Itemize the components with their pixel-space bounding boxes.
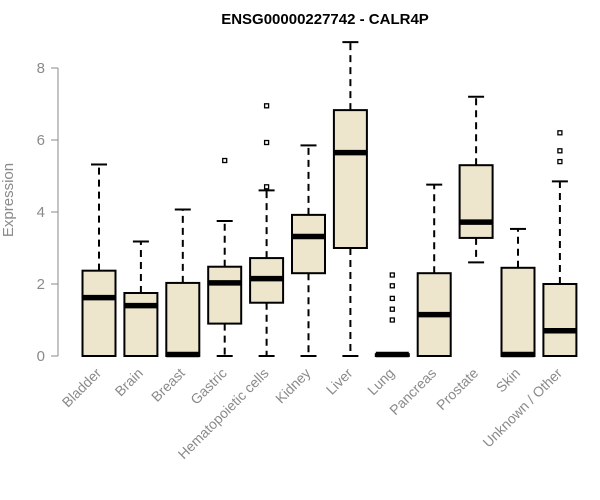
outlier-point — [389, 317, 395, 323]
box-breast — [165, 208, 201, 358]
outlier-point — [557, 148, 563, 154]
box-skin — [500, 227, 536, 358]
box-iqr — [291, 213, 326, 275]
box-brain — [123, 240, 159, 357]
box-pancreas — [416, 183, 452, 358]
y-axis-label: Expression — [0, 163, 17, 237]
x-tick-label: Prostate — [433, 365, 481, 413]
y-tick-label: 8 — [37, 60, 45, 77]
outlier-point — [263, 103, 270, 109]
outlier-point — [557, 158, 563, 165]
x-tick-label: Breast — [148, 365, 188, 405]
box-bladder — [81, 163, 117, 357]
box-iqr — [332, 109, 368, 250]
box-iqr — [81, 269, 117, 357]
y-tick-label: 0 — [37, 348, 45, 365]
x-tick-label: Lung — [364, 365, 397, 398]
box-kidney — [291, 144, 326, 357]
box-lung — [374, 272, 410, 358]
outlier-point — [263, 139, 270, 146]
x-tick-label: Pancreas — [386, 365, 439, 418]
x-tick-label: Liver — [323, 365, 356, 398]
boxes-group — [81, 41, 578, 358]
box-unknown-other — [542, 130, 578, 357]
x-tick-label: Unknown / Other — [479, 365, 565, 451]
x-tick-label: Bladder — [59, 365, 105, 411]
outlier-point — [222, 157, 228, 164]
box-iqr — [458, 164, 494, 239]
y-tick-label: 6 — [37, 132, 45, 149]
box-iqr — [207, 265, 243, 325]
box-iqr — [165, 281, 201, 358]
x-tick-label: Skin — [493, 365, 524, 396]
outlier-point — [389, 306, 395, 312]
x-tick-label: Brain — [112, 365, 146, 399]
x-tick-label: Kidney — [272, 365, 314, 407]
outlier-point — [263, 184, 270, 190]
box-iqr — [542, 283, 578, 357]
y-tick-label: 4 — [37, 204, 45, 221]
chart-title: ENSG00000227742 - CALR4P — [221, 11, 429, 28]
outlier-point — [389, 283, 395, 289]
box-iqr — [123, 292, 159, 357]
box-hematopoietic-cells — [249, 103, 285, 357]
box-prostate — [458, 95, 494, 264]
box-liver — [332, 41, 368, 357]
y-tick-label: 2 — [37, 276, 45, 293]
box-gastric — [207, 157, 243, 357]
box-iqr — [500, 266, 536, 357]
outlier-point — [389, 295, 395, 302]
y-axis: 0 2 4 6 8 — [37, 60, 59, 365]
outlier-point — [389, 272, 395, 278]
outlier-point — [557, 130, 563, 136]
